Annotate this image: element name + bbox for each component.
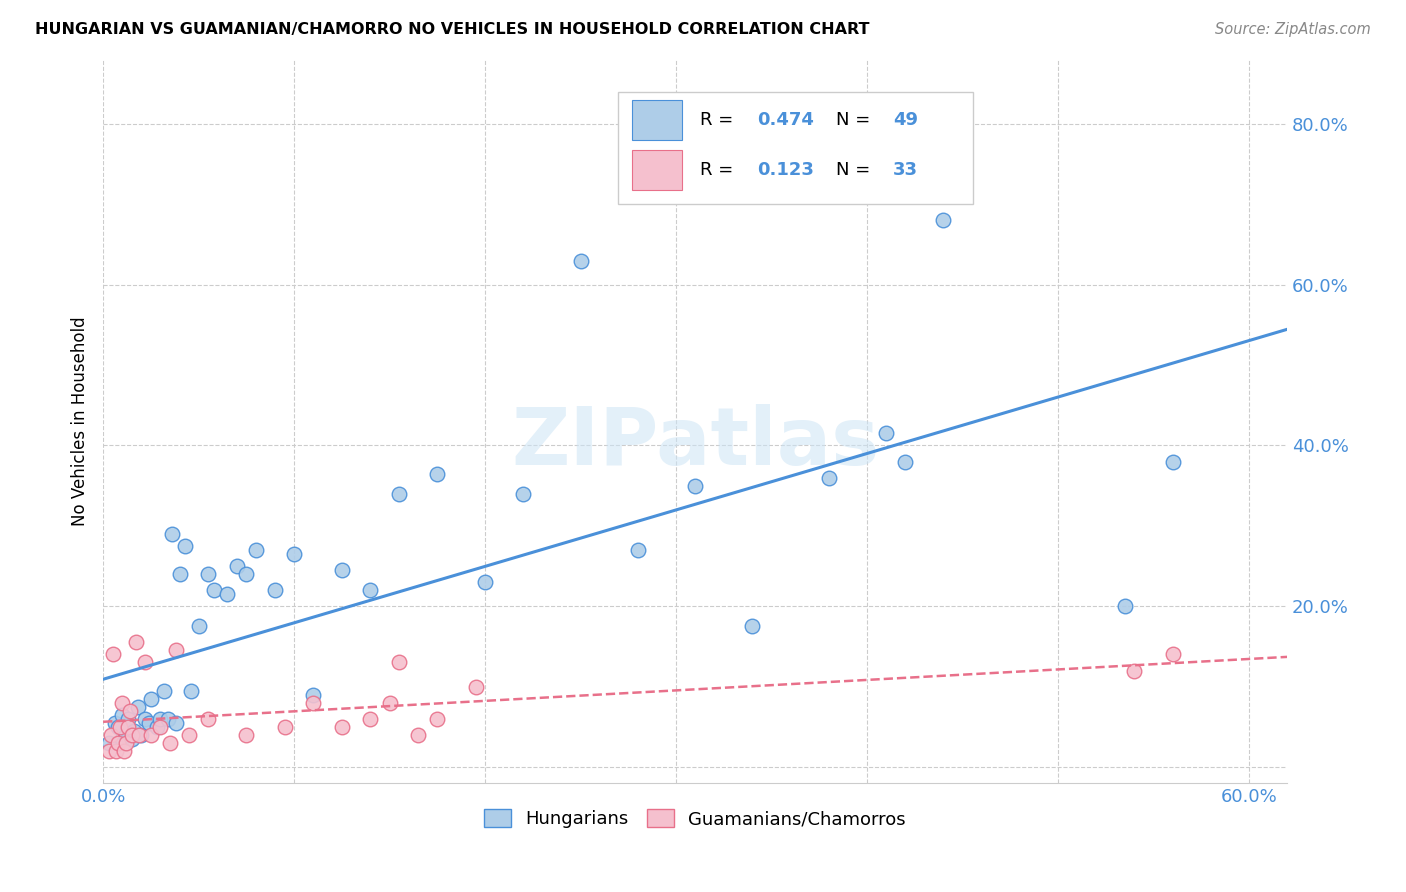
Point [165, 715, 187, 730]
Point [197, 567, 219, 582]
Point [134, 656, 156, 670]
Point [124, 635, 146, 649]
Text: N =: N = [837, 111, 876, 128]
Point [1161, 648, 1184, 662]
Point [169, 567, 191, 582]
Point [100, 728, 122, 742]
Point [153, 683, 176, 698]
Point [932, 213, 955, 227]
Point [128, 728, 150, 742]
Point [107, 720, 129, 734]
Point [569, 253, 592, 268]
Point [160, 526, 183, 541]
Point [177, 728, 200, 742]
Point [283, 547, 305, 561]
Text: Source: ZipAtlas.com: Source: ZipAtlas.com [1215, 22, 1371, 37]
Text: ZIPatlas: ZIPatlas [510, 404, 879, 482]
Point [105, 744, 128, 758]
Text: R =: R = [700, 111, 738, 128]
Point [180, 683, 202, 698]
Point [388, 486, 411, 500]
Point [121, 731, 143, 746]
Point [426, 712, 449, 726]
Point [406, 728, 429, 742]
Point [174, 539, 197, 553]
Point [159, 736, 181, 750]
Point [138, 715, 160, 730]
Point [894, 454, 917, 468]
Point [202, 583, 225, 598]
Point [157, 712, 180, 726]
Legend: Hungarians, Guamanians/Chamorros: Hungarians, Guamanians/Chamorros [477, 802, 914, 836]
Point [817, 470, 839, 484]
Point [134, 712, 156, 726]
Point [359, 712, 381, 726]
Text: R =: R = [700, 161, 738, 179]
Point [111, 696, 134, 710]
Point [118, 704, 141, 718]
Point [512, 486, 534, 500]
Point [97, 744, 120, 758]
Point [131, 728, 153, 742]
Point [426, 467, 449, 481]
Point [117, 720, 139, 734]
Point [741, 619, 763, 633]
Point [122, 723, 145, 738]
Point [145, 720, 167, 734]
Point [103, 715, 125, 730]
Point [139, 728, 162, 742]
Point [149, 720, 172, 734]
Point [112, 744, 135, 758]
Text: 0.123: 0.123 [756, 161, 814, 179]
Point [107, 736, 129, 750]
Point [1114, 599, 1136, 614]
Point [273, 720, 295, 734]
Text: N =: N = [837, 161, 876, 179]
Point [464, 680, 486, 694]
Bar [633, 151, 682, 190]
Point [197, 712, 219, 726]
Point [110, 720, 132, 734]
Point [115, 736, 138, 750]
Point [121, 728, 143, 742]
Text: 0.474: 0.474 [756, 111, 814, 128]
Text: HUNGARIAN VS GUAMANIAN/CHAMORRO NO VEHICLES IN HOUSEHOLD CORRELATION CHART: HUNGARIAN VS GUAMANIAN/CHAMORRO NO VEHIC… [35, 22, 870, 37]
Point [245, 543, 267, 558]
Point [1123, 664, 1146, 678]
Point [139, 691, 162, 706]
Point [111, 707, 134, 722]
Point [359, 583, 381, 598]
Point [101, 648, 124, 662]
Point [627, 543, 650, 558]
Point [378, 696, 401, 710]
Point [264, 583, 287, 598]
Point [302, 688, 325, 702]
Y-axis label: No Vehicles in Household: No Vehicles in Household [72, 317, 89, 526]
Point [165, 643, 187, 657]
Point [117, 712, 139, 726]
Point [683, 478, 706, 492]
Point [875, 426, 897, 441]
Point [474, 575, 496, 590]
FancyBboxPatch shape [619, 92, 973, 204]
Point [97, 736, 120, 750]
Point [149, 712, 172, 726]
Point [187, 619, 209, 633]
Bar [633, 100, 682, 139]
Point [302, 696, 325, 710]
Point [127, 699, 149, 714]
Text: 33: 33 [893, 161, 918, 179]
Point [235, 567, 257, 582]
Point [330, 563, 353, 577]
Point [111, 731, 134, 746]
Point [388, 656, 411, 670]
Text: 49: 49 [893, 111, 918, 128]
Point [217, 587, 239, 601]
Point [235, 728, 257, 742]
Point [225, 559, 247, 574]
Point [1161, 454, 1184, 468]
Point [330, 720, 353, 734]
Point [115, 728, 138, 742]
